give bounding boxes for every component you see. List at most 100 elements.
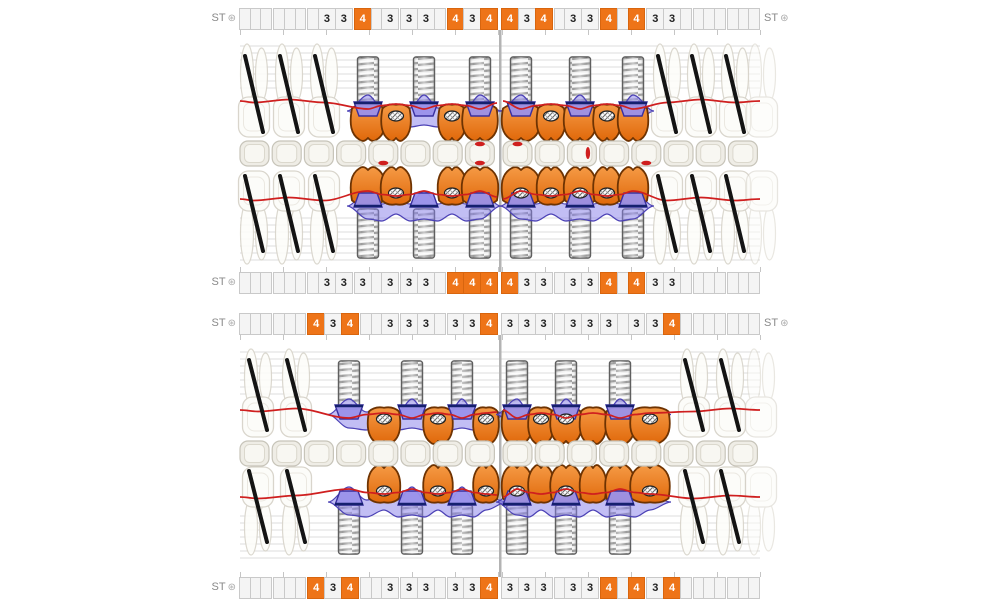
pocket-depth-cell[interactable]: 3 [400, 272, 418, 294]
pocket-depth-cell[interactable]: 4 [307, 313, 326, 335]
occlusal-tooth[interactable] [502, 140, 533, 167]
pocket-depth-cell[interactable]: 3 [334, 8, 353, 30]
implant-screw[interactable] [356, 56, 380, 108]
missing-tooth[interactable] [684, 43, 718, 138]
pocket-depth-cell[interactable]: 3 [564, 577, 583, 599]
pocket-depth-cell[interactable] [680, 577, 692, 599]
pontic-crown[interactable] [535, 103, 567, 142]
pocket-depth-cell[interactable] [294, 8, 307, 30]
pocket-depth-cell[interactable] [680, 272, 692, 294]
pocket-depth-cell[interactable] [748, 272, 761, 294]
implant-screw[interactable] [568, 56, 592, 108]
pocket-depth-cell[interactable]: 3 [381, 272, 400, 294]
pocket-depth-cell[interactable]: 3 [381, 313, 400, 335]
pocket-depth-cell[interactable]: 3 [581, 577, 599, 599]
occlusal-tooth[interactable] [566, 140, 598, 167]
pocket-depth-cell[interactable]: 4 [341, 313, 359, 335]
occlusal-tooth[interactable] [727, 140, 759, 167]
pontic-crown[interactable] [366, 464, 402, 504]
ghost-tooth[interactable] [745, 170, 779, 265]
pocket-depth-cell[interactable]: 4 [663, 577, 682, 599]
pocket-depth-cell[interactable] [748, 8, 761, 30]
occlusal-tooth[interactable] [336, 140, 367, 167]
pocket-depth-cell[interactable]: 3 [663, 272, 682, 294]
pocket-depth-cell[interactable]: 3 [663, 8, 682, 30]
occlusal-tooth[interactable] [400, 140, 431, 167]
pocket-depth-cell[interactable]: 3 [517, 577, 536, 599]
pocket-depth-cell[interactable] [294, 313, 307, 335]
ghost-tooth[interactable] [744, 466, 778, 556]
pocket-depth-cell[interactable]: 3 [646, 272, 665, 294]
pocket-depth-cell[interactable]: 3 [463, 577, 482, 599]
pocket-depth-cell[interactable]: 4 [627, 272, 646, 294]
occlusal-tooth[interactable] [368, 440, 399, 467]
occlusal-tooth[interactable] [695, 440, 726, 467]
occlusal-tooth[interactable] [631, 440, 662, 467]
pocket-depth-cell[interactable]: 4 [663, 313, 682, 335]
pocket-depth-cell[interactable]: 3 [517, 313, 536, 335]
occlusal-tooth[interactable] [464, 440, 495, 467]
implant-screw[interactable] [608, 504, 632, 555]
implant-screw[interactable] [509, 56, 533, 108]
pocket-depth-cell[interactable]: 3 [564, 8, 583, 30]
pocket-depth-cell[interactable] [714, 272, 726, 294]
implant-screw[interactable] [468, 56, 492, 108]
pocket-depth-cell[interactable]: 3 [564, 313, 583, 335]
occlusal-tooth[interactable] [336, 440, 367, 467]
implant-screw[interactable] [450, 360, 474, 410]
implant-screw[interactable] [468, 208, 492, 259]
implant-screw[interactable] [337, 504, 361, 555]
pocket-depth-cell[interactable] [714, 577, 726, 599]
pocket-depth-cell[interactable]: 3 [599, 313, 618, 335]
occlusal-tooth[interactable] [534, 140, 565, 167]
implant-screw[interactable] [412, 56, 436, 108]
missing-tooth[interactable] [718, 170, 752, 265]
pontic-crown[interactable] [592, 166, 622, 206]
implant-screw[interactable] [554, 360, 578, 410]
ghost-tooth[interactable] [744, 348, 778, 438]
pocket-depth-cell[interactable] [714, 313, 726, 335]
pontic-crown[interactable] [629, 464, 671, 504]
pocket-depth-cell[interactable] [294, 577, 307, 599]
occlusal-tooth[interactable] [464, 140, 495, 167]
pocket-depth-cell[interactable]: 4 [501, 8, 519, 30]
pocket-depth-cell[interactable] [680, 8, 692, 30]
pocket-depth-cell[interactable]: 4 [599, 272, 618, 294]
pocket-depth-cell[interactable]: 3 [646, 313, 665, 335]
pocket-depth-cell[interactable] [433, 272, 446, 294]
pocket-depth-cell[interactable]: 3 [353, 272, 372, 294]
pocket-depth-cell[interactable]: 4 [463, 272, 482, 294]
pocket-depth-cell[interactable]: 3 [400, 577, 418, 599]
pocket-depth-cell[interactable]: 4 [627, 577, 646, 599]
occlusal-tooth[interactable] [502, 440, 533, 467]
pocket-depth-cell[interactable]: 3 [318, 272, 336, 294]
pocket-depth-cell[interactable]: 4 [446, 272, 465, 294]
pocket-depth-cell[interactable]: 4 [534, 8, 553, 30]
pocket-depth-cell[interactable]: 4 [599, 577, 618, 599]
pocket-depth-cell[interactable]: 4 [341, 577, 359, 599]
occlusal-tooth[interactable] [598, 140, 630, 167]
pocket-depth-cell[interactable] [260, 313, 273, 335]
pocket-depth-cell[interactable]: 3 [517, 8, 536, 30]
pocket-depth-cell[interactable]: 3 [446, 313, 465, 335]
pocket-depth-cell[interactable]: 3 [400, 313, 418, 335]
pocket-depth-cell[interactable]: 3 [517, 272, 536, 294]
implant-screw[interactable] [450, 504, 474, 555]
pocket-depth-cell[interactable]: 3 [581, 8, 599, 30]
occlusal-tooth[interactable] [239, 140, 270, 167]
pocket-depth-cell[interactable]: 4 [307, 577, 326, 599]
implant-screw[interactable] [356, 208, 380, 259]
pocket-depth-cell[interactable]: 3 [581, 313, 599, 335]
pocket-depth-cell[interactable]: 3 [416, 272, 435, 294]
pocket-depth-cell[interactable]: 3 [627, 313, 646, 335]
occlusal-tooth[interactable] [534, 440, 565, 467]
occlusal-tooth[interactable] [303, 440, 334, 467]
pocket-depth-cell[interactable]: 3 [534, 577, 553, 599]
pocket-depth-cell[interactable]: 3 [381, 8, 400, 30]
pocket-depth-cell[interactable] [433, 313, 446, 335]
occlusal-tooth[interactable] [663, 440, 694, 467]
implant-screw[interactable] [412, 208, 436, 259]
pocket-depth-cell[interactable]: 4 [599, 8, 618, 30]
pocket-depth-cell[interactable]: 3 [501, 577, 519, 599]
pocket-depth-cell[interactable]: 4 [480, 313, 499, 335]
